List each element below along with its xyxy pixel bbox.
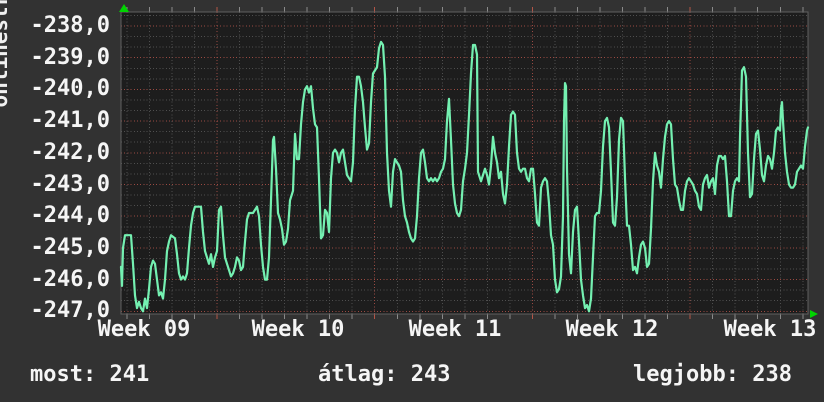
y-axis-tick-label: -240,0: [30, 76, 110, 102]
x-axis-tick-label: Week 11: [408, 317, 502, 342]
stat-legjobb: legjobb: 238: [633, 362, 792, 387]
y-axis-tick-label: -247,0: [30, 298, 110, 324]
y-axis-tick-label: -243,0: [30, 171, 110, 197]
stat-most: most: 241: [30, 362, 150, 387]
y-axis-tick-label: -242,0: [30, 139, 110, 165]
y-axis-tick-label: -245,0: [30, 234, 110, 260]
watermark-text: onlinestream.live: [0, 0, 12, 108]
x-axis-tick-label: Week 13: [723, 317, 817, 342]
y-axis-tick-label: -246,0: [30, 266, 110, 292]
y-axis-tick-label: -241,0: [30, 108, 110, 134]
x-axis-tick-label: Week 09: [97, 317, 191, 342]
stat-atlag: átlag: 243: [318, 362, 451, 387]
x-axis-tick-label: Week 12: [565, 317, 659, 342]
y-axis-tick-label: -239,0: [30, 44, 110, 70]
x-axis-tick-label: Week 10: [251, 317, 345, 342]
y-axis-tick-label: -244,0: [30, 203, 110, 229]
y-axis-tick-label: -238,0: [30, 13, 110, 38]
